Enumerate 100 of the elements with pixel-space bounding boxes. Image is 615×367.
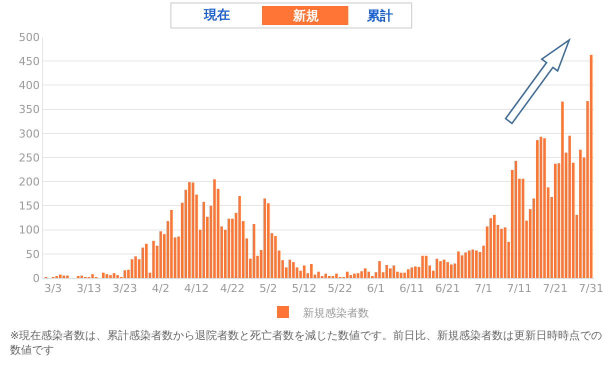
bar: [335, 274, 338, 278]
bar: [238, 196, 241, 278]
bar: [471, 250, 474, 278]
x-tick-label: 6/11: [399, 282, 424, 296]
bar: [489, 218, 492, 278]
text: 現在: [203, 8, 230, 23]
x-tick-label: 7/1: [474, 282, 492, 296]
text: 累計: [366, 8, 393, 24]
bar: [554, 164, 557, 278]
bar: [112, 273, 116, 278]
x-tick-label: 5/22: [328, 282, 352, 296]
legend-label: 新規感染者数: [303, 306, 369, 320]
bar: [274, 236, 277, 278]
bar: [356, 273, 360, 278]
bar: [170, 210, 173, 278]
x-tick-label: 3/3: [44, 282, 62, 296]
bar: [252, 224, 256, 278]
x-tick-label: 6/21: [435, 282, 460, 296]
bar: [400, 272, 402, 278]
bar: [406, 269, 410, 278]
bar: [124, 270, 126, 278]
bar: [349, 275, 352, 278]
y-tick-label: 200: [18, 175, 40, 188]
bar: [145, 244, 148, 278]
bar: [536, 140, 539, 278]
bar: [192, 182, 194, 278]
bar: [134, 256, 137, 278]
bar: [500, 228, 503, 278]
bar: [202, 202, 205, 278]
text: ※現在感染者数は、累計感染者数から退院者数と死亡者数を減じた数値です。前日比、新規感染者数は更新日時時点での数値です: [10, 329, 602, 356]
bar: [590, 54, 592, 278]
text: 新規: [292, 8, 319, 24]
bar: [353, 274, 356, 278]
y-tick-label: 350: [18, 103, 40, 116]
x-tick-label: 4/2: [152, 282, 170, 296]
bar: [492, 214, 496, 278]
y-tick-label: 450: [18, 54, 40, 68]
bar: [421, 256, 424, 278]
y-tick-label: 300: [18, 127, 40, 140]
bar: [292, 262, 295, 278]
bar: [424, 256, 428, 278]
x-tick-label: 4/22: [220, 282, 245, 296]
bar: [288, 260, 292, 278]
bar: [159, 231, 162, 278]
bar: [543, 138, 546, 278]
x-tick-label: 5/12: [292, 282, 316, 296]
bar: [106, 274, 108, 278]
bar: [460, 255, 464, 278]
bar: [263, 198, 266, 278]
bar: [414, 266, 417, 278]
bar: [141, 248, 144, 278]
bar: [504, 227, 506, 278]
bar: [188, 182, 191, 278]
x-tick-label: 5/2: [259, 282, 278, 296]
x-tick-label: 3/13: [76, 282, 102, 296]
bar: [360, 271, 363, 278]
y-tick-label: 50: [26, 248, 40, 261]
bar: [388, 268, 392, 278]
y-tick-label: 100: [18, 224, 40, 237]
bar: [392, 265, 396, 278]
bar: [91, 274, 94, 278]
bar: [436, 258, 438, 278]
bar: [317, 272, 320, 278]
bar: [410, 267, 414, 278]
y-tick-label: 500: [18, 30, 40, 44]
bar: [310, 264, 313, 278]
bar: [324, 274, 327, 278]
bar: [475, 250, 478, 278]
bar: [568, 136, 571, 278]
bar: [468, 250, 470, 278]
bar: [109, 275, 112, 278]
bar: [457, 251, 460, 278]
bar: [102, 272, 105, 278]
bar: [446, 262, 449, 278]
y-tick-label: 250: [18, 151, 40, 164]
x-tick-label: 7/21: [542, 282, 568, 296]
x-tick-label: 7/11: [507, 282, 532, 296]
bar: [346, 272, 348, 278]
bar: [213, 179, 216, 278]
bar: [442, 260, 446, 278]
bar: [385, 264, 388, 278]
bar: [540, 136, 542, 278]
bar: [228, 218, 230, 278]
bar: [450, 264, 453, 278]
y-tick-label: 150: [18, 200, 40, 213]
bar: [367, 272, 370, 278]
y-tick-label: 400: [18, 79, 40, 92]
x-tick-label: 3/23: [112, 282, 138, 296]
bar: [130, 259, 134, 278]
bar: [378, 261, 381, 278]
bar: [58, 274, 62, 278]
bar: [464, 252, 467, 278]
bar: [561, 102, 564, 278]
x-tick-label: 6/1: [367, 282, 385, 296]
bar: [302, 265, 306, 278]
bar: [116, 275, 119, 278]
bar: [364, 268, 366, 278]
y-tick-label: 0: [32, 272, 40, 285]
bar: [514, 160, 518, 278]
bar: [152, 240, 155, 278]
